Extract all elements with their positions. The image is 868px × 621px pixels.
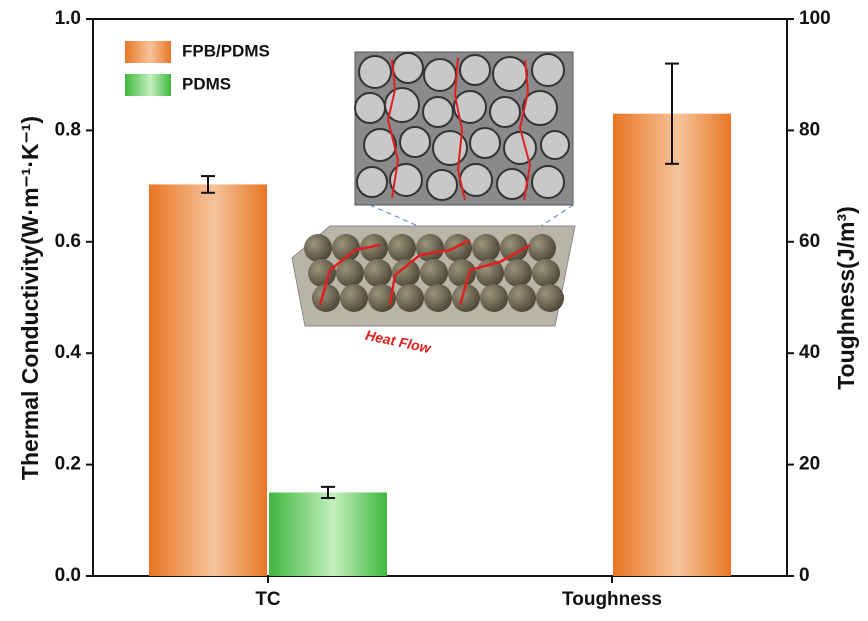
sphere [532,259,560,287]
sphere [308,259,336,287]
bar [613,113,731,576]
y2-tick-label: 80 [799,119,820,140]
x-tick-label: TC [255,589,281,610]
bar [149,184,267,576]
sphere [388,234,416,262]
y-tick-label: 1.0 [55,8,81,29]
sphere [528,234,556,262]
y-tick-label: 0.6 [55,231,81,252]
sphere [500,234,528,262]
legend-label: FPB/PDMS [182,41,270,60]
heat-paths [318,238,531,306]
micrograph-paths [386,57,532,201]
x-tick-label: Toughness [562,589,662,610]
sphere [340,284,368,312]
y2-axis-label: Toughness(J/m³) [833,206,859,390]
sphere [332,234,360,262]
sphere [420,259,448,287]
legend-label: PDMS [182,74,231,93]
legend-swatch [125,74,171,96]
sphere [396,284,424,312]
y-tick-label: 0.8 [55,119,81,140]
y2-tick-label: 60 [799,231,820,252]
y2-tick-label: 100 [799,8,831,29]
sphere [368,284,396,312]
y2-tick-label: 20 [799,454,820,475]
zoom-line [519,204,574,241]
sphere [416,234,444,262]
y2-tick-label: 40 [799,342,820,363]
bar [269,492,387,576]
spheres [304,234,564,312]
sphere [504,259,532,287]
y-tick-label: 0.4 [55,342,82,363]
y-tick-label: 0.2 [55,454,81,475]
plot-frame [92,18,788,577]
sphere [448,259,476,287]
annotation: Heat Flow [364,327,433,357]
sphere [536,284,564,312]
sphere [304,234,332,262]
y-axis-label: Thermal Conductivity(W·m⁻¹·K⁻¹) [17,116,43,480]
sphere [508,284,536,312]
error-bar [321,485,335,500]
sphere [360,234,388,262]
y-tick-label: 0.0 [55,565,81,586]
sphere [452,284,480,312]
sphere [480,284,508,312]
sphere [312,284,340,312]
sphere [336,259,364,287]
sphere [472,234,500,262]
sphere [364,259,392,287]
error-bar [665,62,679,165]
sphere [424,284,452,312]
legend-swatch [125,41,171,63]
error-bar [201,175,215,194]
y2-tick-label: 0 [799,565,810,586]
sphere [444,234,472,262]
sphere [392,259,420,287]
inset-illustration: Heat Flow [291,51,576,357]
